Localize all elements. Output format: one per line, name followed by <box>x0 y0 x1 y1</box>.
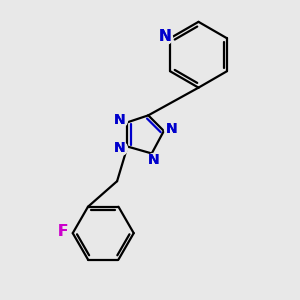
Text: N: N <box>114 141 126 155</box>
Text: F: F <box>58 224 68 239</box>
Text: F: F <box>58 224 68 239</box>
Text: N: N <box>114 112 126 127</box>
Text: N: N <box>158 29 171 44</box>
Text: N: N <box>114 112 126 127</box>
Text: N: N <box>166 122 177 136</box>
Text: N: N <box>114 141 126 155</box>
Text: N: N <box>148 153 159 167</box>
Text: N: N <box>158 29 171 44</box>
Text: N: N <box>166 122 177 136</box>
Text: N: N <box>148 153 159 167</box>
